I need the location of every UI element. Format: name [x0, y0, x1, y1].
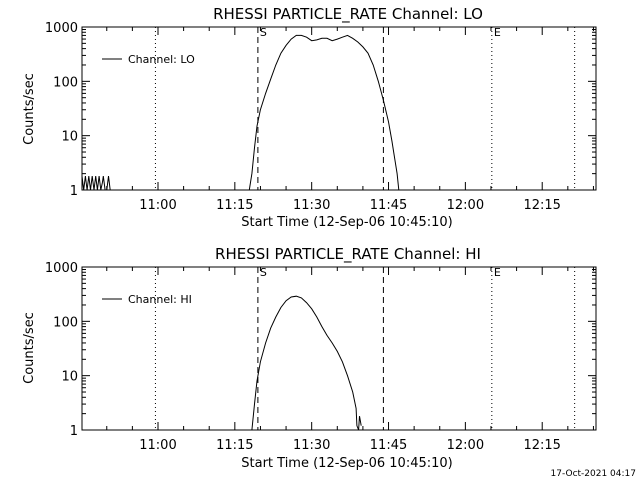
- x-tick-label: 11:00: [139, 198, 176, 213]
- y-tick-label: 1: [70, 184, 78, 199]
- x-tick-label: 11:00: [139, 438, 176, 453]
- chart-title: RHESSI PARTICLE_RATE Channel: LO: [213, 5, 483, 24]
- time-marker-label: E: [494, 26, 501, 39]
- plot-frame: [81, 26, 597, 191]
- plot-frame: [81, 266, 597, 431]
- x-tick-label: 12:00: [447, 198, 484, 213]
- legend-label: Channel: LO: [128, 53, 195, 66]
- x-tick-label: 11:15: [216, 438, 253, 453]
- x-tick-label: 11:15: [216, 198, 253, 213]
- legend-label: Channel: HI: [128, 293, 192, 306]
- x-axis-label: Start Time (12-Sep-06 10:45:10): [241, 456, 452, 471]
- y-axis-label: Counts/sec: [22, 312, 37, 384]
- y-tick-label: 1: [70, 424, 78, 439]
- series-line: [81, 34, 400, 191]
- x-tick-label: 11:45: [370, 198, 407, 213]
- time-marker-label: S: [260, 266, 267, 279]
- x-tick-label: 11:45: [370, 438, 407, 453]
- time-marker-label: E: [494, 266, 501, 279]
- x-tick-label: 11:30: [293, 198, 330, 213]
- series-line: [251, 295, 362, 431]
- time-marker-label: S: [260, 26, 267, 39]
- x-axis-label: Start Time (12-Sep-06 10:45:10): [241, 215, 452, 230]
- y-tick-label: 1000: [45, 261, 78, 276]
- y-tick-label: 10: [61, 130, 78, 145]
- y-axis-label: Counts/sec: [22, 73, 37, 145]
- y-tick-label: 10: [61, 370, 78, 385]
- y-tick-label: 100: [53, 75, 78, 90]
- panel-hi: RHESSI PARTICLE_RATE Channel: HI Start T…: [22, 245, 597, 471]
- x-tick-label: 11:30: [293, 438, 330, 453]
- chart-title: RHESSI PARTICLE_RATE Channel: HI: [215, 245, 481, 264]
- y-tick-label: 1000: [45, 21, 78, 36]
- x-tick-label: 12:15: [523, 198, 560, 213]
- x-tick-label: 12:15: [523, 438, 560, 453]
- y-tick-label: 100: [53, 315, 78, 330]
- footer-timestamp: 17-Oct-2021 04:17: [551, 469, 636, 479]
- x-tick-label: 12:00: [447, 438, 484, 453]
- panel-lo: RHESSI PARTICLE_RATE Channel: LO Start T…: [22, 5, 597, 230]
